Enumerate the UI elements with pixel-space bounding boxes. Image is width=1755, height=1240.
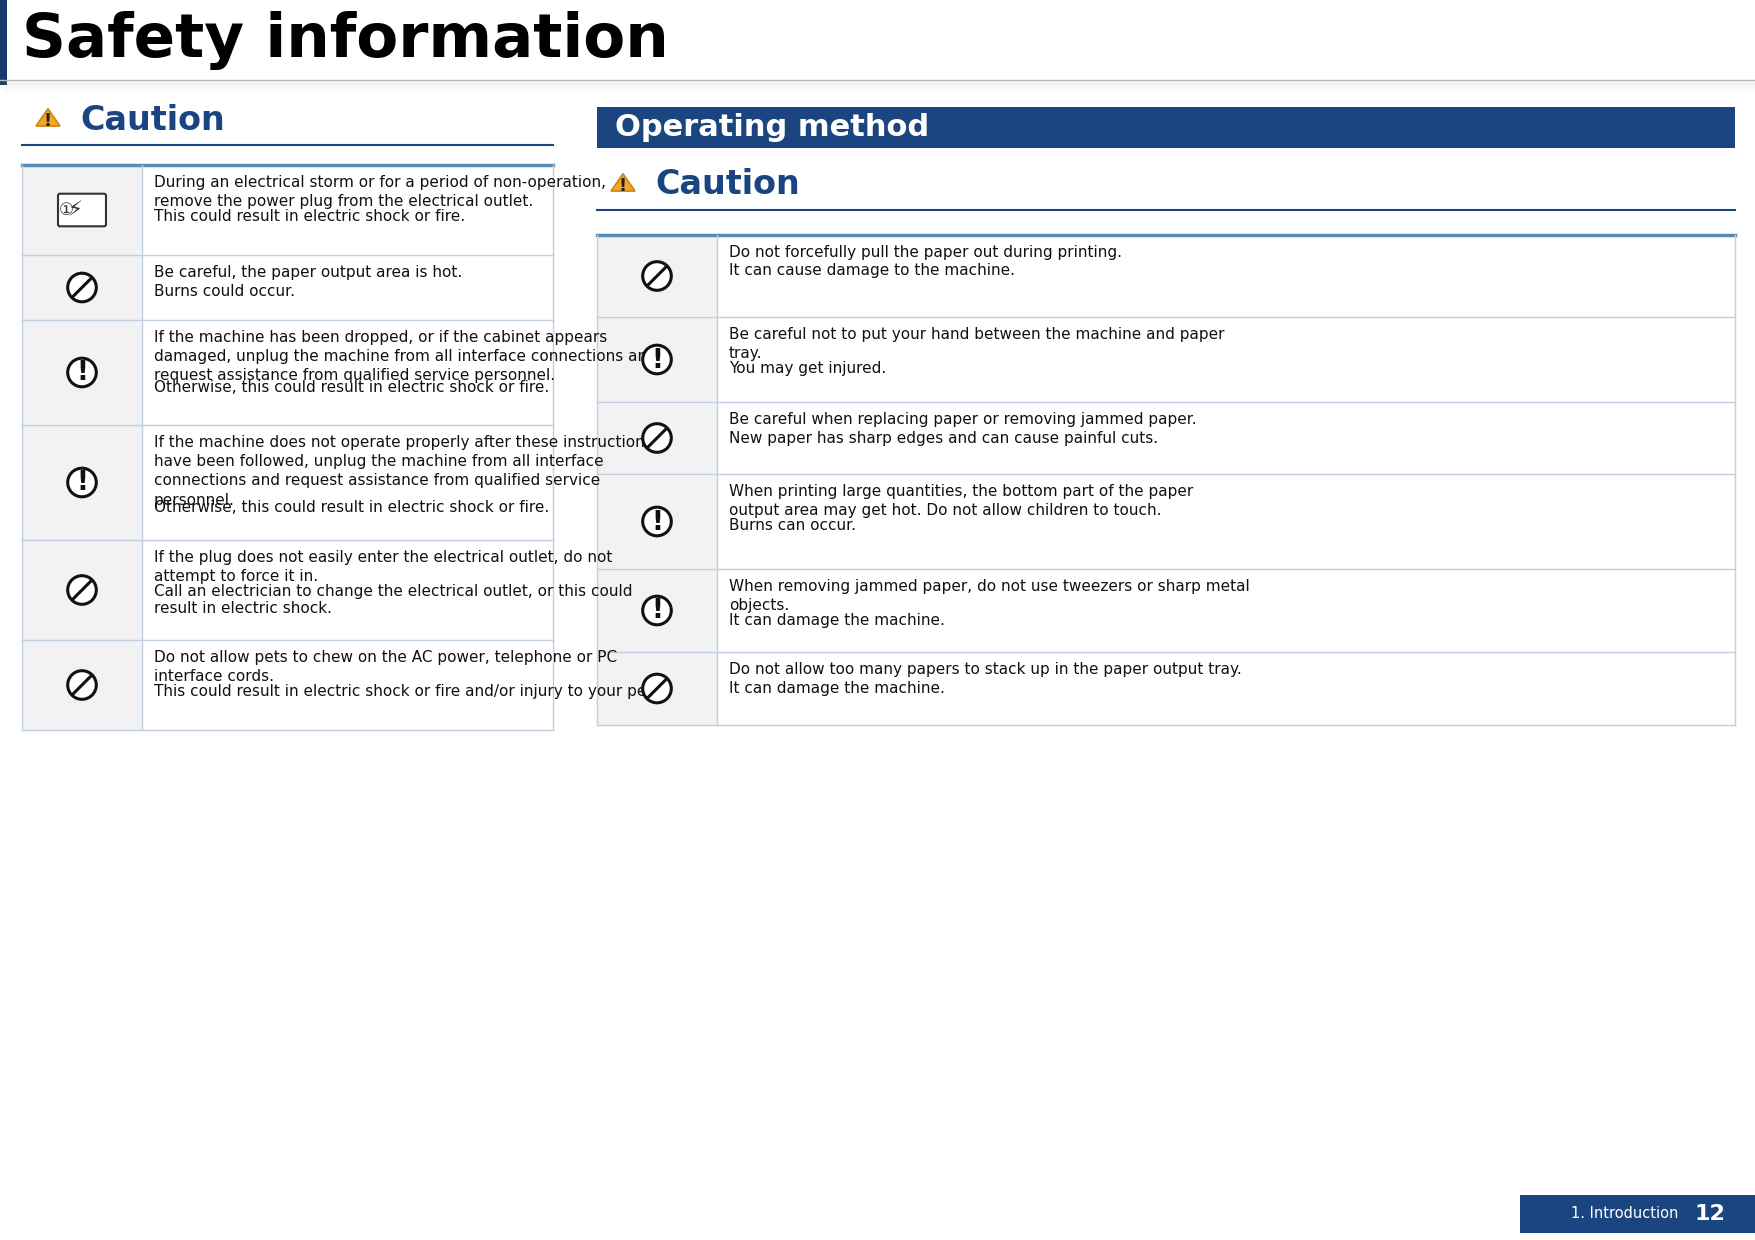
Circle shape	[68, 273, 97, 301]
Text: !: !	[651, 599, 663, 625]
Text: Operating method: Operating method	[614, 113, 928, 143]
FancyBboxPatch shape	[597, 402, 718, 474]
FancyBboxPatch shape	[597, 236, 718, 317]
Circle shape	[642, 596, 672, 625]
Circle shape	[642, 675, 672, 703]
Text: Otherwise, this could result in electric shock or fire.: Otherwise, this could result in electric…	[154, 500, 549, 515]
Text: Be careful when replacing paper or removing jammed paper.: Be careful when replacing paper or remov…	[728, 412, 1197, 427]
FancyBboxPatch shape	[0, 0, 1755, 81]
Text: Be careful not to put your hand between the machine and paper
tray.: Be careful not to put your hand between …	[728, 327, 1225, 361]
Text: ⚡: ⚡	[67, 200, 82, 219]
Text: Caution: Caution	[655, 169, 800, 201]
Circle shape	[68, 671, 97, 699]
Text: When removing jammed paper, do not use tweezers or sharp metal
objects.: When removing jammed paper, do not use t…	[728, 579, 1250, 614]
Text: Call an electrician to change the electrical outlet, or this could
result in ele: Call an electrician to change the electr…	[154, 584, 632, 616]
Text: !: !	[651, 347, 663, 373]
Text: If the plug does not easily enter the electrical outlet, do not
attempt to force: If the plug does not easily enter the el…	[154, 551, 612, 584]
FancyBboxPatch shape	[23, 320, 142, 425]
Text: !: !	[75, 470, 88, 496]
Text: Be careful, the paper output area is hot.: Be careful, the paper output area is hot…	[154, 265, 462, 280]
Circle shape	[642, 424, 672, 453]
Circle shape	[68, 469, 97, 497]
FancyBboxPatch shape	[0, 0, 7, 86]
Circle shape	[642, 345, 672, 373]
Text: !: !	[620, 177, 627, 195]
Text: Do not forcefully pull the paper out during printing.: Do not forcefully pull the paper out dur…	[728, 246, 1121, 260]
Text: 1. Introduction: 1. Introduction	[1571, 1207, 1680, 1221]
Text: This could result in electric shock or fire and/or injury to your pet.: This could result in electric shock or f…	[154, 684, 658, 699]
Polygon shape	[611, 174, 635, 191]
FancyBboxPatch shape	[58, 193, 105, 226]
Polygon shape	[37, 109, 60, 126]
FancyBboxPatch shape	[597, 107, 1736, 148]
Text: !: !	[75, 361, 88, 387]
Text: When printing large quantities, the bottom part of the paper
output area may get: When printing large quantities, the bott…	[728, 484, 1193, 518]
Text: Do not allow too many papers to stack up in the paper output tray.: Do not allow too many papers to stack up…	[728, 662, 1243, 677]
Text: If the machine has been dropped, or if the cabinet appears
damaged, unplug the m: If the machine has been dropped, or if t…	[154, 330, 656, 383]
Text: It can damage the machine.: It can damage the machine.	[728, 613, 944, 627]
Text: You may get injured.: You may get injured.	[728, 361, 886, 376]
Text: Otherwise, this could result in electric shock or fire.: Otherwise, this could result in electric…	[154, 379, 549, 394]
FancyBboxPatch shape	[23, 165, 142, 255]
Circle shape	[642, 262, 672, 290]
Text: Burns could occur.: Burns could occur.	[154, 284, 295, 299]
Text: If the machine does not operate properly after these instructions
have been foll: If the machine does not operate properly…	[154, 435, 653, 507]
Text: Safety information: Safety information	[23, 10, 669, 69]
Text: !: !	[651, 510, 663, 536]
Circle shape	[642, 507, 672, 536]
FancyBboxPatch shape	[1520, 1195, 1755, 1233]
FancyBboxPatch shape	[23, 539, 142, 640]
Text: This could result in electric shock or fire.: This could result in electric shock or f…	[154, 210, 465, 224]
Text: Caution: Caution	[81, 103, 225, 136]
Text: Do not allow pets to chew on the AC power, telephone or PC
interface cords.: Do not allow pets to chew on the AC powe…	[154, 650, 618, 684]
FancyBboxPatch shape	[597, 569, 718, 652]
Circle shape	[68, 575, 97, 604]
FancyBboxPatch shape	[23, 425, 142, 539]
Circle shape	[68, 358, 97, 387]
Text: 12: 12	[1695, 1204, 1725, 1224]
FancyBboxPatch shape	[23, 640, 142, 730]
Text: !: !	[44, 112, 53, 130]
FancyBboxPatch shape	[597, 317, 718, 402]
FancyBboxPatch shape	[597, 652, 718, 725]
FancyBboxPatch shape	[597, 474, 718, 569]
Text: ①: ①	[60, 201, 74, 219]
FancyBboxPatch shape	[23, 255, 142, 320]
Text: Burns can occur.: Burns can occur.	[728, 518, 856, 533]
Text: It can cause damage to the machine.: It can cause damage to the machine.	[728, 264, 1014, 279]
Text: It can damage the machine.: It can damage the machine.	[728, 681, 944, 696]
Text: During an electrical storm or for a period of non-operation,
remove the power pl: During an electrical storm or for a peri…	[154, 175, 605, 210]
Text: New paper has sharp edges and can cause painful cuts.: New paper has sharp edges and can cause …	[728, 430, 1158, 445]
